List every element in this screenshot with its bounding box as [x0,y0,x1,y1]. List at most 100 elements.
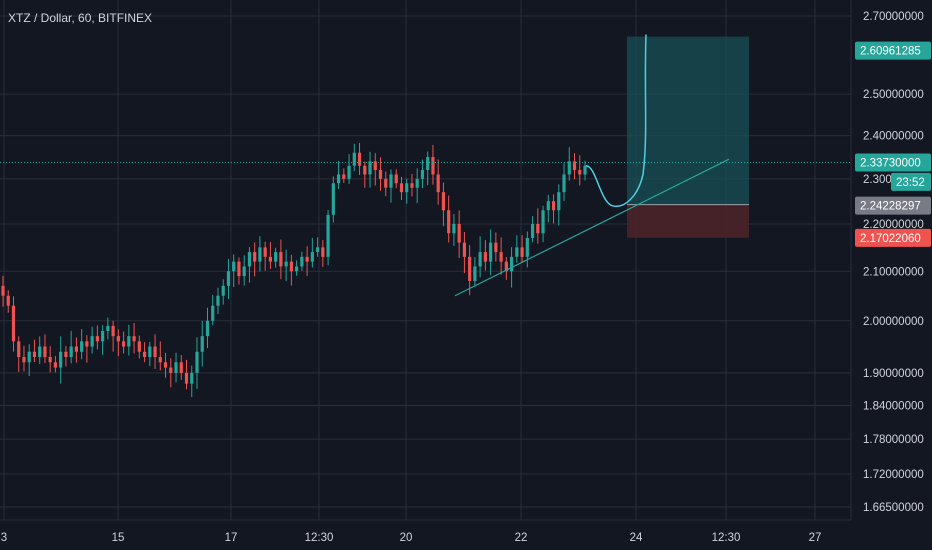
price-tick-label: 1.78000000 [863,434,924,446]
candle-body [221,285,225,296]
candle-body [504,261,508,272]
candle-body [53,362,58,368]
candle-body [179,362,183,373]
candle-body [195,351,199,373]
candle-body [111,325,115,337]
candle-body [27,351,31,363]
candle-body [489,242,493,262]
candle-body [137,341,141,352]
candle-body [43,346,47,357]
candle-body [200,336,204,352]
candle-body [295,266,299,272]
candle-body [38,346,42,357]
candle-body [174,362,178,373]
time-tick-label: 3 [1,532,7,544]
candle-body [300,256,304,267]
candle-body [557,192,561,211]
time-tick-label: 15 [112,532,125,544]
price-tag-label: 2.60961285 [860,46,921,58]
projection-path[interactable] [585,34,647,208]
candle-body [279,252,283,267]
candle-body [132,336,136,342]
price-tag: 2.33730000 [855,153,931,172]
candle-body [468,256,472,281]
price-tag: 2.17022060 [855,228,931,247]
price-tag-label: 23:52 [896,177,925,189]
candle-body [426,157,430,171]
candle-body [85,341,89,347]
time-tick-label: 12:30 [305,532,334,544]
candle-body [80,341,84,352]
price-tag-label: 2.24228297 [860,201,921,213]
price-tag-bg [891,172,931,191]
candle-body [211,305,215,321]
price-tick-label: 1.90000000 [863,368,924,380]
candle-body [405,183,409,193]
candle-body [274,252,278,262]
candle-body [169,367,173,373]
candle-body [373,161,377,171]
candle-body [562,174,566,193]
candle-body [163,362,168,368]
candle-body [153,346,157,357]
price-tick-label: 2.70000000 [863,11,924,23]
candle-body [310,252,314,262]
candle-body [436,174,440,193]
candle-body [399,183,404,193]
candle-body [431,157,435,175]
price-tags: 2.60961285 2.33730000 23:52 2.24228297 2.170… [855,41,931,247]
candle-body [1,285,5,296]
candle-body [253,252,257,262]
candle-body [305,256,309,262]
price-tick-label: 2.10000000 [863,266,924,278]
candle-body [237,261,241,277]
candle-body [494,242,498,253]
candle-body [410,183,414,188]
candle-body [457,224,461,243]
price-tag: 2.60961285 [855,41,931,60]
grid-lines [0,0,851,520]
price-tag-bg [855,153,931,172]
candle-body [90,336,94,347]
trendline[interactable] [454,158,730,297]
candle-body [352,152,356,166]
candle-body [567,161,571,175]
candle-body [315,247,320,253]
price-tick-label: 2.50000000 [863,89,924,101]
candle-body [536,224,540,234]
candle-body [462,242,467,257]
candle-body [205,320,210,337]
candle-body [158,356,162,363]
candle-body [441,192,446,211]
candle-body [69,346,73,357]
price-tag-bg [855,41,931,60]
price-tick-label: 2.00000000 [863,316,924,328]
candle-body [74,346,79,352]
candle-body [578,170,582,175]
time-axis[interactable]: 3 15 17 12:30 20 22 24 12:30 27 [1,532,822,544]
candle-body [357,152,362,166]
drawing-overlays[interactable] [0,34,851,297]
candle-body [378,170,383,179]
candle-body [32,351,37,357]
candle-body [116,336,120,342]
candle-body [336,174,341,184]
candle-body [347,165,351,179]
candle-body [17,341,21,357]
candle-body [572,161,577,171]
price-tick-label: 1.66500000 [863,502,924,514]
candle-body [452,224,456,234]
price-tag-label: 2.17022060 [860,233,921,245]
candle-body [48,356,52,363]
candle-body [247,252,252,267]
candle-body [551,201,556,211]
candle-body [583,165,587,175]
time-tick-label: 24 [630,532,643,544]
price-tag: 2.24228297 [855,196,931,215]
target-zone[interactable] [627,36,749,205]
stop-zone[interactable] [627,204,749,238]
price-tag-bg [855,228,931,247]
price-tick-label: 1.72000000 [863,469,924,481]
